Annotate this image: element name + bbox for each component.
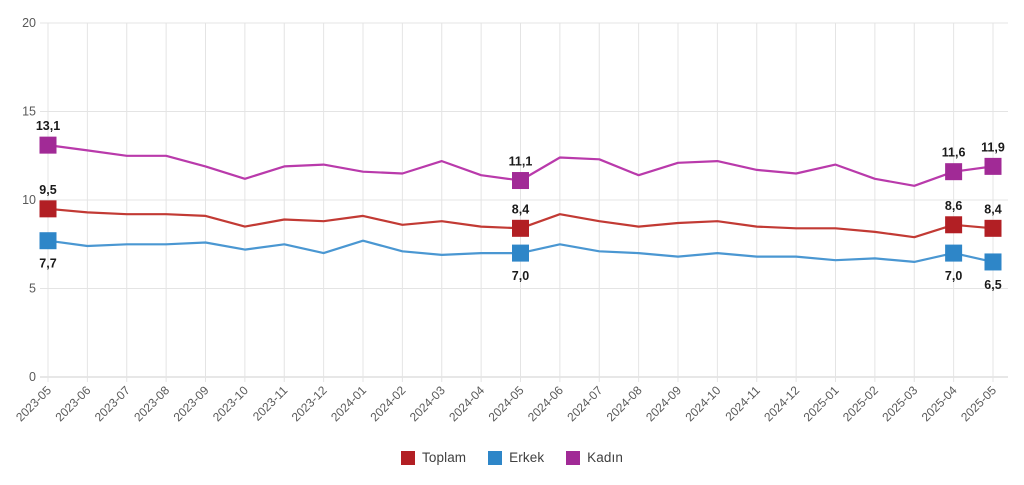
legend-label-toplam: Toplam [422, 450, 467, 465]
value-label: 13,1 [36, 119, 60, 133]
value-label: 8,6 [945, 199, 962, 213]
legend-swatch-toplam-icon [401, 450, 416, 465]
y-axis-label: 0 [29, 370, 36, 384]
value-label: 7,0 [945, 269, 962, 283]
x-axis-label: 2023-05 [13, 383, 54, 424]
x-axis-label: 2024-06 [525, 383, 566, 424]
legend-swatch-kadin-icon [566, 450, 581, 465]
x-axis-label: 2025-05 [958, 383, 999, 424]
marker-kadın-2025-04 [945, 163, 963, 181]
marker-kadın-2025-05 [984, 157, 1002, 175]
x-axis-label: 2023-09 [171, 383, 212, 424]
value-label: 6,5 [984, 278, 1001, 292]
marker-kadın-2024-05 [512, 172, 529, 190]
legend-swatch-erkek-icon [488, 450, 503, 465]
x-axis-label: 2024-10 [682, 383, 723, 424]
x-axis-label: 2025-01 [801, 383, 842, 424]
marker-erkek-2024-05 [512, 244, 529, 262]
x-axis-label: 2025-04 [919, 383, 960, 424]
marker-toplam-2024-05 [512, 219, 529, 237]
legend-label-kadin: Kadın [587, 450, 623, 465]
x-axis-label: 2024-08 [604, 383, 645, 424]
x-axis-label: 2024-12 [761, 383, 802, 424]
x-axis-label: 2023-12 [289, 383, 330, 424]
x-axis-label: 2024-11 [722, 383, 763, 424]
value-label: 11,6 [942, 146, 966, 160]
y-axis-label: 5 [29, 282, 36, 296]
marker-erkek-2023-05 [39, 232, 57, 250]
x-axis-label: 2023-07 [92, 383, 133, 424]
value-label: 11,9 [981, 140, 1005, 154]
marker-erkek-2025-04 [945, 244, 963, 262]
legend-item-erkek: Erkek [488, 450, 544, 465]
x-axis-label: 2024-02 [367, 383, 408, 424]
chart-legend: Toplam Erkek Kadın [0, 450, 1024, 465]
value-label: 8,4 [512, 202, 529, 216]
x-axis-label: 2023-08 [131, 383, 172, 424]
x-axis-label: 2024-05 [486, 383, 527, 424]
x-axis-label: 2023-11 [250, 383, 291, 424]
legend-item-kadin: Kadın [566, 450, 623, 465]
marker-toplam-2025-05 [984, 219, 1002, 237]
value-label: 11,1 [509, 155, 533, 169]
x-axis-label: 2023-10 [210, 383, 251, 424]
legend-label-erkek: Erkek [509, 450, 545, 465]
marker-toplam-2023-05 [39, 200, 57, 218]
marker-erkek-2025-05 [984, 253, 1002, 271]
x-axis-label: 2025-02 [840, 383, 881, 424]
x-axis-label: 2023-06 [52, 383, 93, 424]
marker-toplam-2025-04 [945, 216, 963, 234]
x-axis-label: 2024-04 [446, 383, 487, 424]
x-axis-label: 2024-09 [643, 383, 684, 424]
line-chart-canvas: 051015202023-052023-062023-072023-082023… [13, 16, 1008, 424]
y-axis-label: 10 [22, 193, 36, 207]
x-axis-label: 2025-03 [879, 383, 920, 424]
x-axis-label: 2024-03 [407, 383, 448, 424]
x-axis-label: 2024-01 [328, 383, 369, 424]
value-label: 7,7 [39, 257, 56, 271]
marker-kadın-2023-05 [39, 136, 57, 154]
legend-item-toplam: Toplam [401, 450, 466, 465]
x-axis-label: 2024-07 [564, 383, 605, 424]
value-label: 9,5 [39, 183, 56, 197]
y-axis-label: 20 [22, 16, 36, 30]
value-label: 8,4 [984, 202, 1001, 216]
value-label: 7,0 [512, 269, 529, 283]
y-axis-label: 15 [22, 105, 36, 119]
